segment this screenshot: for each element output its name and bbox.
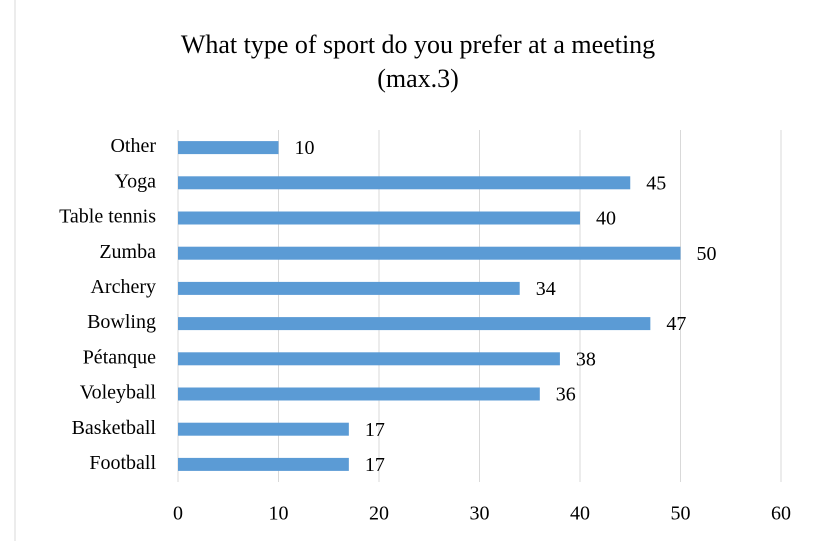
bar xyxy=(178,352,560,366)
x-tick-label: 40 xyxy=(570,503,590,525)
x-tick-label: 60 xyxy=(771,503,791,525)
x-tick-label: 20 xyxy=(369,503,389,525)
chart-title: (max.3) xyxy=(377,64,459,93)
data-label: 17 xyxy=(365,454,385,476)
data-label: 45 xyxy=(646,172,666,194)
data-label: 47 xyxy=(666,313,686,335)
x-tick-label: 30 xyxy=(470,503,490,525)
data-label: 17 xyxy=(365,419,385,441)
y-tick-label: Other xyxy=(110,135,156,157)
bar xyxy=(178,457,349,471)
bar xyxy=(178,176,631,190)
bar xyxy=(178,211,580,225)
y-tick-label: Archery xyxy=(90,276,156,298)
y-tick-label: Zumba xyxy=(99,241,156,263)
y-tick-label: Pétanque xyxy=(83,346,156,368)
bar xyxy=(178,317,651,331)
bar xyxy=(178,281,520,295)
x-tick-label: 0 xyxy=(173,503,183,525)
chart-border xyxy=(14,0,16,541)
y-tick-label: Bowling xyxy=(87,311,156,333)
bar xyxy=(178,387,540,401)
bar xyxy=(178,422,349,436)
data-label: 50 xyxy=(697,243,717,265)
data-label: 38 xyxy=(576,348,596,370)
y-tick-label: Basketball xyxy=(72,417,157,439)
y-tick-label: Voleyball xyxy=(80,382,157,404)
chart-title: What type of sport do you prefer at a me… xyxy=(181,30,655,59)
bar xyxy=(178,246,681,260)
y-tick-label: Yoga xyxy=(115,170,156,192)
x-tick-label: 50 xyxy=(671,503,691,525)
y-tick-label: Table tennis xyxy=(59,206,156,228)
x-tick-label: 10 xyxy=(269,503,289,525)
bar xyxy=(178,141,279,155)
data-label: 40 xyxy=(596,208,616,230)
data-label: 10 xyxy=(295,137,315,159)
y-tick-label: Football xyxy=(89,452,156,474)
data-label: 36 xyxy=(556,384,576,406)
data-label: 34 xyxy=(536,278,556,300)
